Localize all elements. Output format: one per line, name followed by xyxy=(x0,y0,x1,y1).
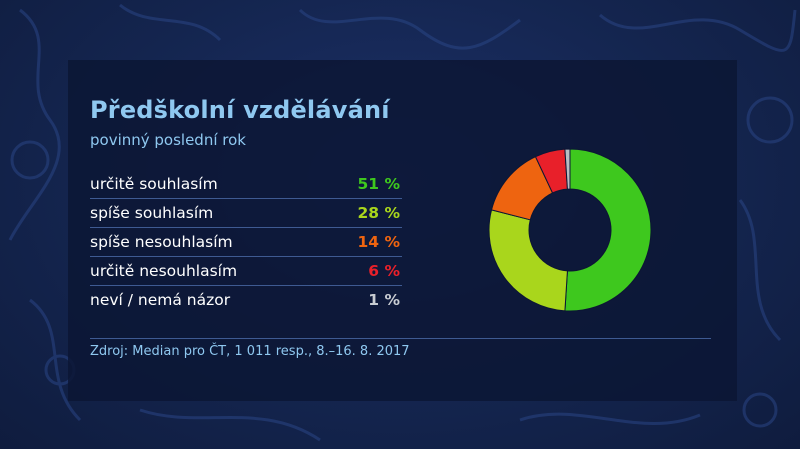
legend-row: neví / nemá názor 1 % xyxy=(90,286,402,315)
legend-value: 28 % xyxy=(357,204,401,222)
legend-row: spíše souhlasím 28 % xyxy=(90,199,402,228)
legend-value: 1 % xyxy=(368,291,400,309)
legend-label: spíše souhlasím xyxy=(90,204,214,222)
legend-row: určitě nesouhlasím 6 % xyxy=(90,257,402,286)
source-note: Zdroj: Median pro ČT, 1 011 resp., 8.–16… xyxy=(90,344,410,359)
legend-label: určitě souhlasím xyxy=(90,175,218,193)
legend-value: 51 % xyxy=(357,175,401,193)
legend-value: 14 % xyxy=(357,233,401,251)
donut-chart xyxy=(488,148,652,312)
source-divider xyxy=(90,338,711,339)
chart-subtitle: povinný poslední rok xyxy=(90,131,246,149)
legend-label: neví / nemá názor xyxy=(90,291,231,309)
legend-value: 6 % xyxy=(368,262,400,280)
legend-label: spíše nesouhlasím xyxy=(90,233,233,251)
donut-slice xyxy=(488,209,568,312)
donut-slice xyxy=(564,148,571,190)
chart-title: Předškolní vzdělávání xyxy=(90,96,390,124)
legend-label: určitě nesouhlasím xyxy=(90,262,238,280)
donut-slice xyxy=(564,148,652,312)
legend-row: spíše nesouhlasím 14 % xyxy=(90,228,402,257)
legend-table: určitě souhlasím 51 % spíše souhlasím 28… xyxy=(90,170,402,315)
legend-row: určitě souhlasím 51 % xyxy=(90,170,402,199)
